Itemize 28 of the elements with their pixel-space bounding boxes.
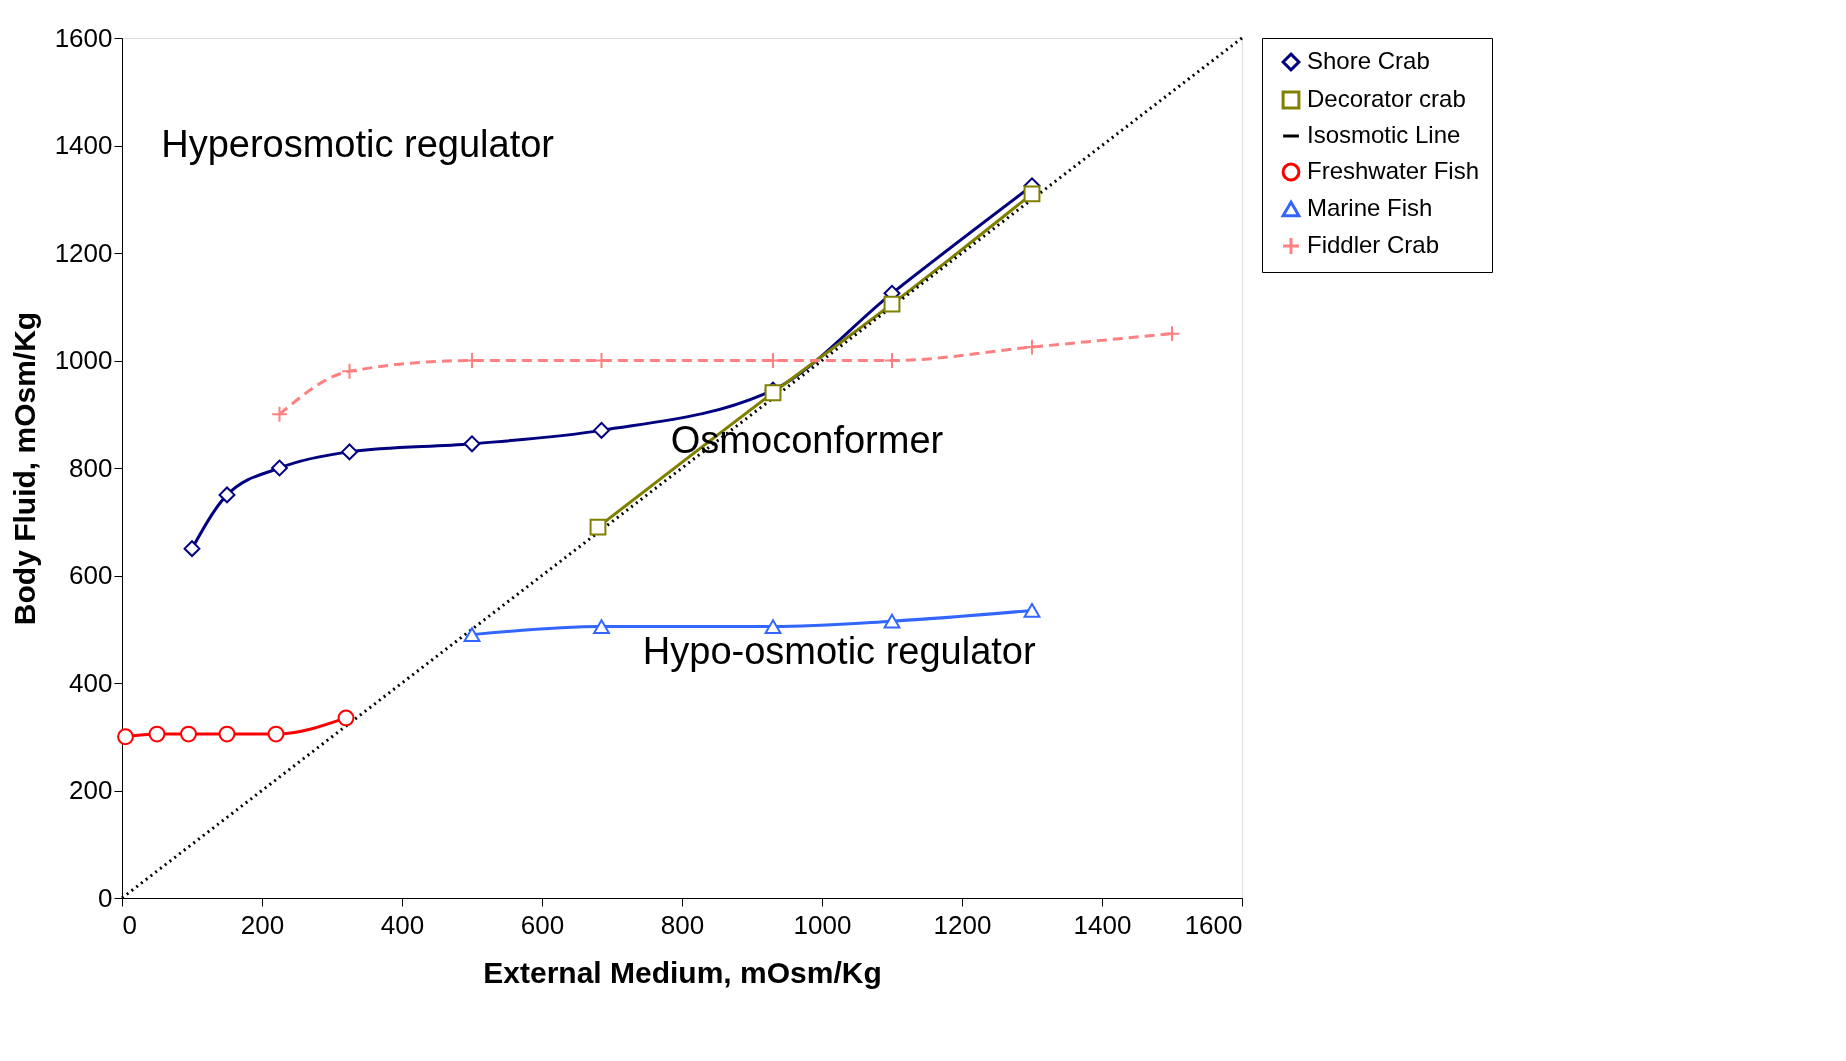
y-axis-title: Body Fluid, mOsm/Kg xyxy=(7,311,41,626)
annotation: Hypo-osmotic regulator xyxy=(642,629,1036,672)
y-tick-label: 1600 xyxy=(54,22,113,53)
y-tick-label: 600 xyxy=(69,560,113,590)
y-tick-label: 400 xyxy=(69,667,113,698)
x-tick-label: 1000 xyxy=(793,909,852,940)
legend-label: Decorator crab xyxy=(1307,85,1466,112)
x-tick-label: 400 xyxy=(380,909,425,940)
y-tick-label: 0 xyxy=(98,882,113,913)
y-tick-label: 1200 xyxy=(54,237,113,268)
legend-label: Freshwater Fish xyxy=(1307,157,1480,184)
legend-label: Shore Crab xyxy=(1307,47,1430,74)
legend-label: Fiddler Crab xyxy=(1307,231,1440,258)
x-tick-label: 800 xyxy=(660,909,705,940)
annotation: Hyperosmotic regulator xyxy=(161,122,555,165)
legend-label: Marine Fish xyxy=(1307,194,1433,221)
legend-label: Isosmotic Line xyxy=(1307,121,1461,148)
x-tick-label: 200 xyxy=(240,909,285,940)
y-tick-label: 1400 xyxy=(54,130,113,160)
y-tick-label: 1000 xyxy=(54,345,113,375)
x-tick-label: 1200 xyxy=(933,909,992,940)
y-tick-label: 800 xyxy=(69,452,113,483)
x-tick-label: 1600 xyxy=(1184,909,1243,940)
x-axis-title: External Medium, mOsm/Kg xyxy=(483,955,882,989)
x-tick-label: 600 xyxy=(520,909,565,940)
x-tick-label: 1400 xyxy=(1073,909,1132,940)
x-tick-label: 0 xyxy=(122,909,137,940)
y-tick-label: 200 xyxy=(69,775,113,805)
